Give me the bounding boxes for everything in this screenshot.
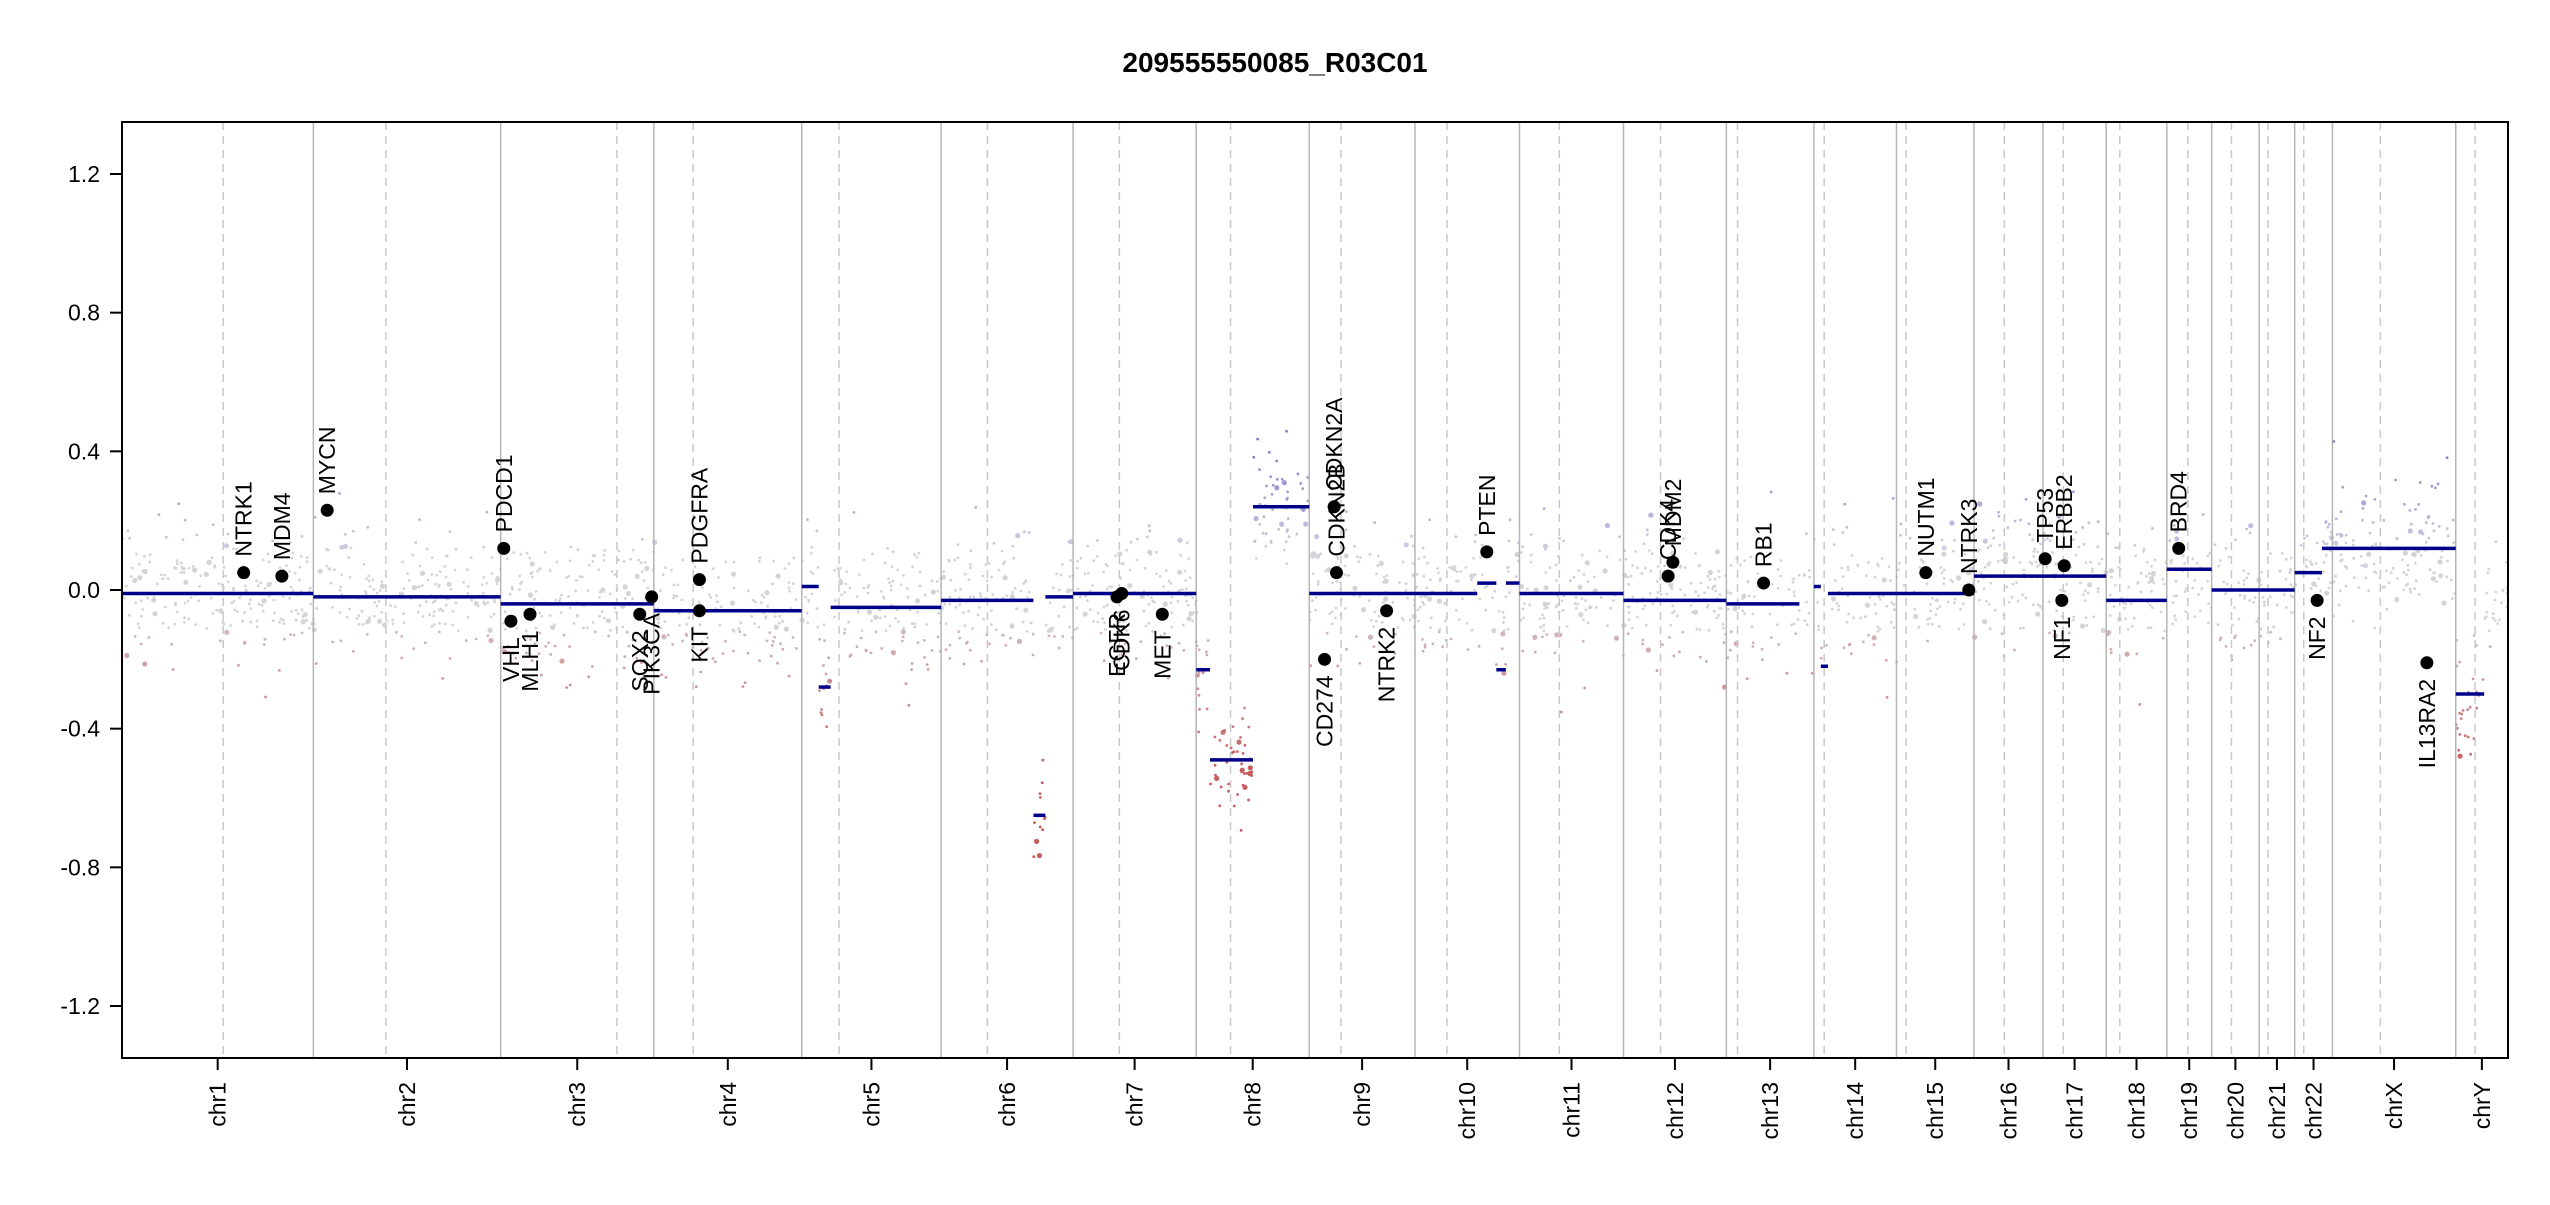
x-tick-label-chr14: chr14 [1842,1082,1868,1140]
gene-marker-erbb2 [2057,559,2071,573]
gene-marker-tp53 [2038,552,2052,566]
gene-label-nf2: NF2 [2304,616,2330,659]
y-tick-label: 0.8 [68,300,100,326]
gene-marker-ntrk2 [1380,604,1394,618]
gene-label-ntrk2: NTRK2 [1374,627,1400,702]
x-tick-label-chr17: chr17 [2062,1082,2088,1140]
x-tick-label-chr21: chr21 [2264,1082,2290,1140]
y-tick-label: 0.4 [68,438,100,464]
gene-label-mdm2: MDM2 [1660,479,1686,547]
y-tick-label: -1.2 [60,993,100,1019]
x-axis: chr1 chr2 chr3 chr4 chr5 chr6 chr7 chr8 chr9 chr1… [205,1058,2495,1140]
x-tick-label-chr11: chr11 [1558,1082,1584,1138]
gene-marker-mdm4 [275,569,289,583]
gene-label-il13ra2: IL13RA2 [2414,679,2440,769]
x-tick-label-chr8: chr8 [1240,1082,1266,1127]
gene-marker-brd4 [2172,541,2186,555]
gene-marker-cd274 [1318,652,1332,666]
x-tick-label-chr9: chr9 [1349,1082,1375,1127]
gene-label-cdkn2a: CDKN2A [1321,397,1347,491]
copy-number-points [120,429,2509,859]
gene-label-nutm1: NUTM1 [1913,477,1939,556]
y-tick-label: 0.0 [68,577,100,603]
gene-marker-nutm1 [1919,566,1933,580]
gene-marker-ntrk1 [237,566,251,580]
gene-label-cdk6: CDK6 [1109,609,1135,670]
gene-label-cdkn2b: CDKN2B [1323,463,1349,556]
gene-label-pik3ca: PIK3CA [639,612,665,694]
gene-marker-cdk4 [1661,569,1675,583]
gene-marker-mycn [320,503,334,517]
x-tick-label-chr4: chr4 [715,1082,741,1127]
gene-marker-pdcd1 [497,541,511,555]
gene-marker-vhl [504,614,518,628]
gene-label-met: MET [1149,630,1175,679]
gene-marker-cdkn2a [1327,500,1341,514]
gene-marker-cdkn2b [1329,566,1343,580]
gene-label-rb1: RB1 [1751,522,1777,567]
gene-marker-mdm2 [1666,555,1680,569]
gene-label-ntrk3: NTRK3 [1956,499,1982,574]
x-tick-label-chrX: chrX [2381,1082,2407,1129]
y-axis: -1.2 -0.8 -0.4 0.0 0.4 0.8 1.2 [60,161,122,1019]
chart-title: 209555550085_R03C01 [1122,47,1427,78]
x-tick-label-chr20: chr20 [2222,1082,2248,1140]
gene-label-brd4: BRD4 [2166,471,2192,533]
y-tick-label: 1.2 [68,161,100,187]
x-tick-label-chr22: chr22 [2301,1082,2327,1140]
gene-marker-rb1 [1757,576,1771,590]
x-tick-label-chr1: chr1 [205,1082,231,1127]
gene-label-sox2: SOX2 [627,630,653,691]
x-tick-label-chr2: chr2 [394,1082,420,1127]
x-tick-label-chr18: chr18 [2123,1082,2149,1140]
gene-label-egfr: EGFR [1104,613,1130,677]
segment-lines [122,505,2485,818]
gene-marker-il13ra2 [2420,656,2434,670]
gene-marker-met [1155,607,1169,621]
gene-marker-nf1 [2055,593,2069,607]
gene-label-pten: PTEN [1474,475,1500,536]
x-tick-label-chr16: chr16 [1995,1082,2021,1140]
gene-marker-nf2 [2310,593,2324,607]
gene-marker-sox2 [633,607,647,621]
gene-label-mdm4: MDM4 [269,492,295,560]
gene-marker-mlh1 [523,607,537,621]
gene-label-cd274: CD274 [1312,675,1338,747]
x-tick-label-chr3: chr3 [564,1082,590,1127]
gene-marker-pdgfra [692,573,706,587]
x-tick-label-chr15: chr15 [1922,1082,1948,1140]
gene-label-vhl: VHL [498,637,524,682]
plot-frame [121,121,2509,1059]
chromosome-lines [222,122,2476,1058]
y-tick-label: -0.8 [60,854,100,880]
gene-label-nf1: NF1 [2049,616,2075,659]
gene-label-cdk4: CDK4 [1655,499,1681,561]
gene-marker-kit [692,604,706,618]
x-tick-label-chr5: chr5 [858,1082,884,1127]
gene-marker-cdk6 [1115,586,1129,600]
gene-label-mlh1: MLH1 [517,630,543,691]
x-tick-label-chrY: chrY [2469,1082,2495,1129]
gene-marker-ntrk3 [1962,583,1976,597]
x-tick-label-chr7: chr7 [1122,1082,1148,1127]
gene-label-pdcd1: PDCD1 [491,454,517,532]
gene-marker-pik3ca [645,590,659,604]
x-tick-label-chr10: chr10 [1454,1082,1480,1140]
y-tick-label: -0.4 [60,716,100,742]
x-tick-label-chr13: chr13 [1757,1082,1783,1140]
x-tick-label-chr12: chr12 [1662,1082,1688,1140]
gene-marker-pten [1480,545,1494,559]
gene-label-tp53: TP53 [2032,488,2058,543]
gene-label-ntrk1: NTRK1 [231,481,257,556]
x-tick-label-chr6: chr6 [994,1082,1020,1127]
gene-label-kit: KIT [686,627,712,663]
gene-label-pdgfra: PDGFRA [686,467,712,564]
gene-label-mycn: MYCN [314,427,340,495]
gene-label-erbb2: ERBB2 [2051,474,2077,549]
x-tick-label-chr19: chr19 [2176,1082,2202,1140]
